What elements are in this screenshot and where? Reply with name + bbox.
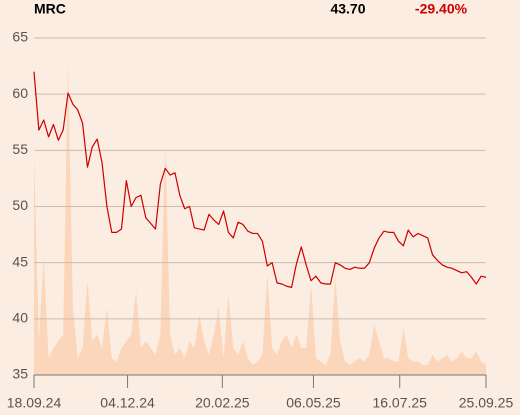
y-tick-label: 40 xyxy=(12,310,28,326)
y-tick-label: 65 xyxy=(12,29,28,45)
y-tick-label: 55 xyxy=(12,141,28,157)
x-tick-label: 18.09.24 xyxy=(7,395,62,411)
x-tick-label: 06.05.25 xyxy=(286,395,341,411)
y-tick-label: 60 xyxy=(12,85,28,101)
chart-title: MRC xyxy=(34,1,66,17)
x-tick-label: 16.07.25 xyxy=(372,395,427,411)
header-value: 43.70 xyxy=(330,1,365,17)
y-tick-label: 35 xyxy=(12,366,28,382)
header-value: -29.40% xyxy=(415,1,468,17)
x-tick-label: 20.02.25 xyxy=(195,395,250,411)
volume-area xyxy=(34,61,486,376)
y-tick-label: 50 xyxy=(12,197,28,213)
x-tick-label: 25.09.25 xyxy=(459,395,514,411)
x-tick-label: 04.12.24 xyxy=(100,395,155,411)
price-line xyxy=(33,71,487,288)
y-tick-label: 45 xyxy=(12,253,28,269)
